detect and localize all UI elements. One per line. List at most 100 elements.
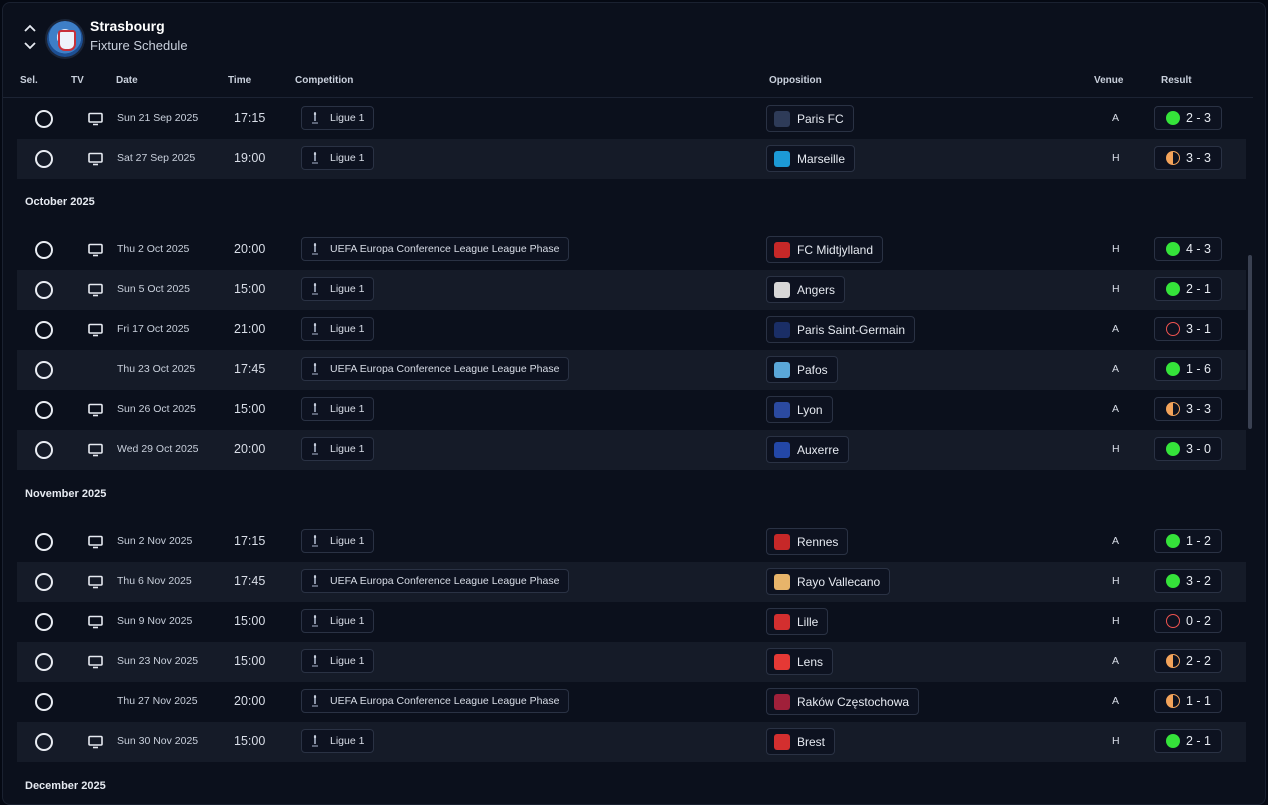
- venue: A: [1112, 323, 1120, 335]
- opponent-chip[interactable]: FC Midtjylland: [766, 236, 884, 263]
- competition-chip[interactable]: Ligue 1: [301, 277, 375, 301]
- result-chip[interactable]: 3 - 0: [1154, 437, 1223, 461]
- competition-chip[interactable]: Ligue 1: [301, 397, 375, 421]
- fixture-row[interactable]: Fri 17 Oct 2025 21:00 Ligue 1 Paris Saint-G…: [17, 310, 1246, 350]
- competition-chip[interactable]: Ligue 1: [301, 437, 375, 461]
- opponent-chip[interactable]: Lyon: [766, 396, 833, 423]
- result-chip[interactable]: 1 - 1: [1154, 689, 1223, 713]
- opponent-chip[interactable]: Rayo Vallecano: [766, 568, 891, 595]
- result-score: 1 - 6: [1186, 362, 1212, 376]
- fixture-row[interactable]: Sun 23 Nov 2025 15:00 Ligue 1 Lens A 2 - 2: [17, 642, 1246, 682]
- fixture-row[interactable]: Thu 23 Oct 2025 17:45 UEFA Europa Conferen…: [17, 350, 1246, 390]
- club-badge-icon: [774, 613, 790, 630]
- col-result[interactable]: Result: [1161, 75, 1192, 86]
- opponent-chip[interactable]: Marseille: [766, 145, 856, 172]
- nav-arrows: [23, 23, 39, 59]
- venue: A: [1112, 695, 1120, 707]
- col-date[interactable]: Date: [116, 75, 138, 86]
- competition-label: Ligue 1: [330, 615, 365, 627]
- select-radio[interactable]: [35, 653, 53, 671]
- opponent-chip[interactable]: Pafos: [766, 356, 838, 383]
- select-radio[interactable]: [35, 533, 53, 551]
- col-time[interactable]: Time: [228, 75, 252, 86]
- opponent-name: Rennes: [797, 534, 839, 549]
- competition-chip[interactable]: Ligue 1: [301, 146, 375, 170]
- result-chip[interactable]: 1 - 2: [1154, 529, 1223, 553]
- result-chip[interactable]: 2 - 1: [1154, 729, 1223, 753]
- select-radio[interactable]: [35, 281, 53, 299]
- result-chip[interactable]: 3 - 1: [1154, 317, 1223, 341]
- result-chip[interactable]: 3 - 3: [1154, 146, 1223, 170]
- opponent-chip[interactable]: Paris FC: [766, 105, 854, 132]
- result-chip[interactable]: 3 - 2: [1154, 569, 1223, 593]
- col-opposition[interactable]: Opposition: [769, 75, 822, 86]
- competition-chip[interactable]: Ligue 1: [301, 317, 375, 341]
- competition-chip[interactable]: Ligue 1: [301, 609, 375, 633]
- fixture-row[interactable]: Sun 30 Nov 2025 15:00 Ligue 1 Brest H 2 - 1: [17, 722, 1246, 762]
- fixture-row[interactable]: Sun 2 Nov 2025 17:15 Ligue 1 Rennes A 1 - 2: [17, 522, 1246, 562]
- select-radio[interactable]: [35, 361, 53, 379]
- tv-icon: [88, 283, 103, 297]
- chevron-up-icon[interactable]: [23, 23, 37, 33]
- result-chip[interactable]: 2 - 1: [1154, 277, 1223, 301]
- competition-chip[interactable]: Ligue 1: [301, 729, 375, 753]
- competition-chip[interactable]: UEFA Europa Conference League League Pha…: [301, 237, 570, 261]
- result-chip[interactable]: 1 - 6: [1154, 357, 1223, 381]
- opponent-chip[interactable]: Brest: [766, 728, 836, 755]
- fixture-list[interactable]: Sun 21 Sep 2025 17:15 Ligue 1 Paris FC A 2 - …: [3, 99, 1253, 804]
- fixture-row[interactable]: Sat 27 Sep 2025 19:00 Ligue 1 Marseille H 3 -…: [17, 139, 1246, 179]
- col-sel[interactable]: Sel.: [20, 75, 38, 86]
- opponent-chip[interactable]: Auxerre: [766, 436, 850, 463]
- fixture-date: Sat 27 Sep 2025: [117, 152, 196, 164]
- select-radio[interactable]: [35, 693, 53, 711]
- competition-label: Ligue 1: [330, 112, 365, 124]
- select-radio[interactable]: [35, 441, 53, 459]
- opponent-chip[interactable]: Paris Saint-Germain: [766, 316, 916, 343]
- result-loss-icon: [1166, 322, 1180, 336]
- select-radio[interactable]: [35, 733, 53, 751]
- opponent-chip[interactable]: Lens: [766, 648, 834, 675]
- select-radio[interactable]: [35, 150, 53, 168]
- competition-chip[interactable]: Ligue 1: [301, 106, 375, 130]
- result-chip[interactable]: 0 - 2: [1154, 609, 1223, 633]
- col-tv[interactable]: TV: [71, 75, 84, 86]
- result-chip[interactable]: 2 - 2: [1154, 649, 1223, 673]
- opponent-chip[interactable]: Lille: [766, 608, 829, 635]
- competition-chip[interactable]: Ligue 1: [301, 649, 375, 673]
- select-radio[interactable]: [35, 321, 53, 339]
- result-draw-icon: [1166, 151, 1180, 165]
- fixture-row[interactable]: Thu 6 Nov 2025 17:45 UEFA Europa Conferenc…: [17, 562, 1246, 602]
- select-radio[interactable]: [35, 573, 53, 591]
- competition-icon: [312, 152, 318, 164]
- col-venue[interactable]: Venue: [1094, 75, 1124, 86]
- competition-chip[interactable]: UEFA Europa Conference League League Pha…: [301, 689, 570, 713]
- fixture-row[interactable]: Sun 9 Nov 2025 15:00 Ligue 1 Lille H 0 - 2: [17, 602, 1246, 642]
- fixture-row[interactable]: Sun 21 Sep 2025 17:15 Ligue 1 Paris FC A 2 - …: [17, 99, 1246, 139]
- select-radio[interactable]: [35, 241, 53, 259]
- fixture-row[interactable]: Sun 5 Oct 2025 15:00 Ligue 1 Angers H 2 - 1: [17, 270, 1246, 310]
- select-radio[interactable]: [35, 110, 53, 128]
- col-competition[interactable]: Competition: [295, 75, 354, 86]
- opponent-chip[interactable]: Rennes: [766, 528, 849, 555]
- fixture-row[interactable]: Wed 29 Oct 2025 20:00 Ligue 1 Auxerre H 3 - 0: [17, 430, 1246, 470]
- scrollbar-thumb[interactable]: [1248, 255, 1252, 429]
- venue: H: [1112, 575, 1120, 587]
- chevron-down-icon[interactable]: [23, 41, 37, 51]
- venue: A: [1112, 655, 1120, 667]
- result-chip[interactable]: 4 - 3: [1154, 237, 1223, 261]
- result-chip[interactable]: 2 - 3: [1154, 106, 1223, 130]
- competition-icon: [312, 735, 318, 747]
- competition-chip[interactable]: Ligue 1: [301, 529, 375, 553]
- fixture-row[interactable]: Thu 2 Oct 2025 20:00 UEFA Europa Conferenc…: [17, 230, 1246, 270]
- opponent-chip[interactable]: Angers: [766, 276, 846, 303]
- club-badge-icon: [774, 321, 790, 338]
- result-win-icon: [1166, 362, 1180, 376]
- opponent-chip[interactable]: Raków Częstochowa: [766, 688, 920, 715]
- result-chip[interactable]: 3 - 3: [1154, 397, 1223, 421]
- select-radio[interactable]: [35, 401, 53, 419]
- fixture-row[interactable]: Sun 26 Oct 2025 15:00 Ligue 1 Lyon A 3 - 3: [17, 390, 1246, 430]
- select-radio[interactable]: [35, 613, 53, 631]
- competition-chip[interactable]: UEFA Europa Conference League League Pha…: [301, 357, 570, 381]
- fixture-row[interactable]: Thu 27 Nov 2025 20:00 UEFA Europa Conferen…: [17, 682, 1246, 722]
- competition-chip[interactable]: UEFA Europa Conference League League Pha…: [301, 569, 570, 593]
